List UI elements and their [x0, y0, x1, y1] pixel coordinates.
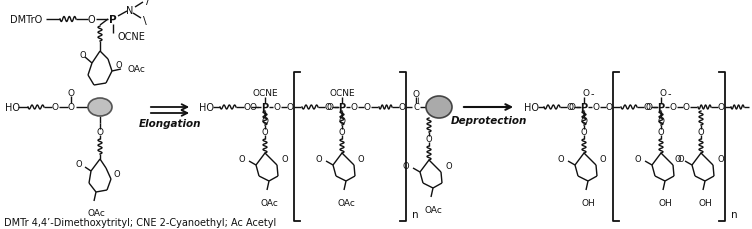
Text: O: O	[677, 155, 684, 164]
Text: O: O	[644, 103, 650, 112]
Text: O: O	[717, 155, 723, 164]
Text: O: O	[114, 170, 120, 179]
Text: O: O	[115, 61, 122, 70]
Text: P: P	[109, 15, 117, 25]
Text: O: O	[581, 128, 587, 137]
Text: O: O	[683, 103, 690, 112]
Text: \: \	[143, 16, 147, 26]
Text: O: O	[281, 155, 287, 164]
Text: DMTrO: DMTrO	[10, 15, 42, 25]
Text: C: C	[413, 103, 419, 112]
Text: O: O	[557, 155, 564, 164]
Text: O: O	[262, 117, 268, 126]
Text: O: O	[326, 103, 333, 112]
Text: O: O	[402, 162, 409, 171]
Text: O: O	[238, 155, 245, 164]
Text: OH: OH	[698, 198, 712, 207]
Text: OAc: OAc	[87, 208, 105, 217]
Text: O: O	[698, 128, 705, 137]
Text: O: O	[593, 103, 599, 112]
Text: OH: OH	[581, 198, 595, 207]
Text: -: -	[590, 89, 594, 98]
Text: OH: OH	[658, 198, 672, 207]
Text: O: O	[426, 135, 432, 144]
Text: O: O	[80, 50, 86, 59]
Text: OAc: OAc	[260, 198, 278, 207]
Text: OCNE: OCNE	[329, 89, 355, 98]
Text: O: O	[363, 103, 371, 112]
Text: O: O	[274, 103, 280, 112]
Text: O: O	[635, 155, 641, 164]
Text: O: O	[87, 15, 95, 25]
Text: HO: HO	[524, 103, 539, 112]
Text: OCNE: OCNE	[252, 89, 277, 98]
Text: Elongation: Elongation	[139, 118, 202, 128]
Text: O: O	[605, 103, 612, 112]
Text: O: O	[75, 160, 82, 169]
Text: n: n	[412, 209, 419, 219]
Text: N: N	[126, 6, 134, 16]
Text: O: O	[569, 103, 575, 112]
Text: OAc: OAc	[424, 205, 442, 214]
Text: O: O	[338, 117, 345, 126]
Text: O: O	[600, 155, 607, 164]
Text: O: O	[717, 103, 724, 112]
Text: O: O	[244, 103, 250, 112]
Text: O: O	[669, 103, 677, 112]
Text: O: O	[566, 103, 574, 112]
Text: O: O	[358, 155, 365, 164]
Text: O: O	[413, 90, 420, 99]
Text: O: O	[645, 103, 653, 112]
Text: OAc: OAc	[127, 65, 145, 74]
Text: P: P	[262, 103, 268, 112]
Text: O: O	[399, 103, 405, 112]
Text: O: O	[68, 89, 74, 98]
Ellipse shape	[88, 98, 112, 117]
Text: O: O	[51, 103, 59, 112]
Text: O: O	[338, 128, 345, 137]
Text: O: O	[675, 155, 681, 164]
Text: O: O	[583, 89, 590, 98]
Text: Deprotection: Deprotection	[450, 115, 526, 125]
Text: OCNE: OCNE	[117, 32, 145, 42]
Text: OAc: OAc	[337, 198, 355, 207]
Text: /: /	[146, 0, 150, 6]
Text: O: O	[68, 103, 74, 112]
Text: O: O	[96, 128, 104, 137]
Text: O: O	[287, 103, 293, 112]
Text: HO: HO	[5, 103, 20, 112]
Text: O: O	[445, 162, 452, 171]
Text: O: O	[315, 155, 322, 164]
Text: P: P	[581, 103, 587, 112]
Text: O: O	[262, 128, 268, 137]
Text: O: O	[657, 117, 665, 126]
Text: O: O	[658, 128, 664, 137]
Text: O: O	[350, 103, 357, 112]
Text: DMTr 4,4’-Dimethoxytrityl; CNE 2-Cyanoethyl; Ac Acetyl: DMTr 4,4’-Dimethoxytrityl; CNE 2-Cyanoet…	[4, 217, 276, 227]
Text: P: P	[657, 103, 665, 112]
Text: O: O	[325, 103, 332, 112]
Text: O: O	[660, 89, 666, 98]
Text: O: O	[581, 117, 587, 126]
Ellipse shape	[426, 97, 452, 118]
Text: O: O	[250, 103, 256, 112]
Text: n: n	[731, 209, 738, 219]
Text: P: P	[338, 103, 346, 112]
Text: -: -	[667, 89, 671, 98]
Text: HO: HO	[199, 103, 214, 112]
